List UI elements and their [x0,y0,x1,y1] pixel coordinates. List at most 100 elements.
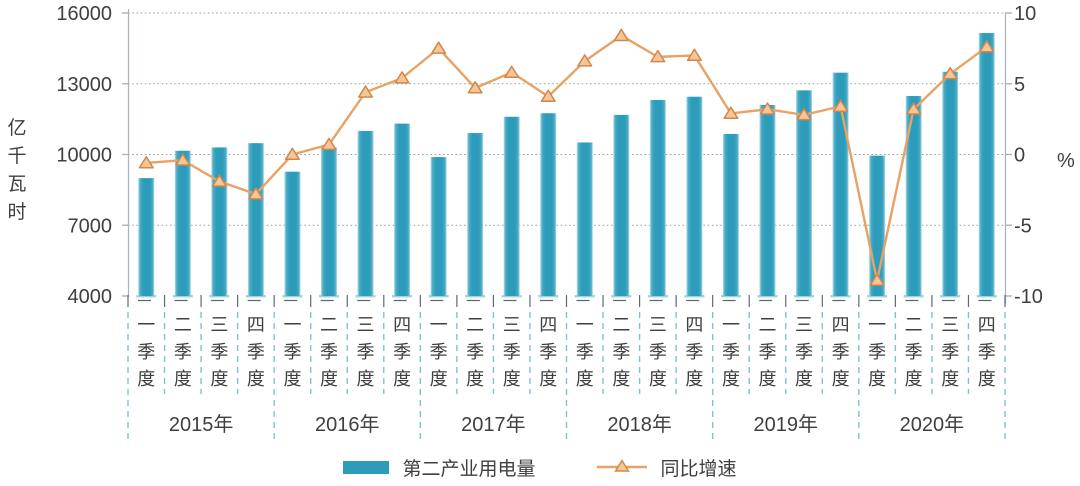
quarter-label: 季 [722,342,740,362]
bar-18 [796,90,813,296]
year-label: 2019年 [754,413,819,436]
quarter-label: 季 [868,342,886,362]
bar-21 [905,96,922,296]
bar-base-highlight [428,295,449,298]
growth-marker-16 [723,106,739,120]
quarter-label: 季 [978,342,996,362]
bar-base-highlight [282,295,303,298]
quarter-label: 四 [978,315,996,335]
left-axis-tick-label: 4000 [68,286,113,308]
growth-marker-20 [869,273,885,286]
quarter-label: 度 [393,369,411,389]
quarter-label: 二 [174,315,192,335]
left-axis-unit-label: 千 [7,145,26,167]
quarter-label: 季 [320,342,338,362]
quarter-label: 度 [685,369,703,389]
quarter-label: 季 [649,342,667,362]
left-axis-tick-label: 16000 [56,3,112,25]
bar-23 [978,33,995,296]
quarter-label: 季 [466,342,484,362]
bar-14 [649,100,666,297]
quarter-label: 一 [283,315,301,335]
quarter-label: 三 [210,315,228,335]
right-axis-tick-label: 5 [1014,74,1025,96]
quarter-label: 季 [430,342,448,362]
quarter-label: 三 [649,315,667,335]
quarter-label: 三 [357,315,375,335]
quarter-label: 季 [247,342,265,362]
growth-marker-6 [357,85,374,98]
bar-base-highlight [684,295,705,298]
growth-marker-14 [650,49,666,63]
bar-1 [174,150,191,296]
bar-17 [759,104,776,296]
quarter-label: 度 [174,369,192,389]
bar-base-highlight [647,295,668,298]
growth-marker-0 [138,156,154,169]
quarter-label: 季 [758,342,776,362]
bar-22 [942,71,959,296]
left-axis-tick-label: 13000 [56,74,112,96]
quarter-label: 度 [795,369,813,389]
bar-base-highlight [574,295,595,298]
quarter-label: 度 [649,369,667,389]
quarter-label: 季 [905,342,923,362]
bar-base-highlight [392,295,413,298]
quarter-label: 度 [868,369,886,389]
bar-4 [284,171,301,296]
quarter-label: 季 [832,342,850,362]
bar-base-highlight [757,295,778,298]
bar-base-highlight [209,295,230,298]
quarter-label: 三 [503,315,521,335]
growth-line [146,34,988,282]
quarter-label: 季 [685,342,703,362]
quarter-label: 二 [320,315,338,335]
year-label: 2016年 [315,413,380,436]
quarter-label: 度 [466,369,484,389]
growth-marker-5 [321,137,337,151]
quarter-label: 二 [612,315,630,335]
bar-base-highlight [867,295,888,298]
bar-base-highlight [794,295,815,298]
quarter-label: 度 [539,369,557,389]
right-axis-tick-label: 0 [1014,145,1025,167]
growth-marker-21 [906,102,922,115]
year-label: 2015年 [169,413,234,436]
growth-marker-18 [796,107,812,121]
quarter-label: 二 [466,315,484,335]
left-axis-tick-label: 10000 [56,145,112,167]
bar-8 [430,157,447,296]
bar-series-swatch [343,460,390,474]
quarter-label: 度 [576,369,594,389]
growth-marker-15 [686,48,702,61]
bar-base-highlight [501,295,522,298]
bar-base-highlight [976,295,997,298]
bar-base-highlight [830,295,851,298]
left-axis-unit-label: 亿 [7,117,26,139]
growth-marker-17 [759,102,776,115]
quarter-label: 季 [137,342,155,362]
bar-base-highlight [720,295,741,298]
growth-marker-3 [248,187,264,200]
quarter-label: 季 [795,342,813,362]
legend: 第二产业用电量 同比增速 [0,452,1080,482]
year-label: 2020年 [900,413,965,436]
growth-marker-9 [467,81,483,94]
bar-5 [320,147,337,296]
quarter-label: 四 [685,315,703,335]
quarter-label: 三 [795,315,813,335]
bar-10 [503,116,520,297]
quarter-label: 季 [612,342,630,362]
legend-triangle-marker-icon [613,459,630,472]
bar-7 [394,123,411,296]
growth-marker-12 [577,54,593,67]
bar-base-highlight [245,295,266,298]
left-axis-unit-label: 时 [7,201,26,223]
bar-12 [576,142,593,296]
growth-marker-10 [504,65,520,78]
quarter-label: 度 [430,369,448,389]
left-axis-tick-label: 7000 [68,215,113,237]
quarter-label: 度 [283,369,301,389]
growth-marker-2 [211,174,227,187]
